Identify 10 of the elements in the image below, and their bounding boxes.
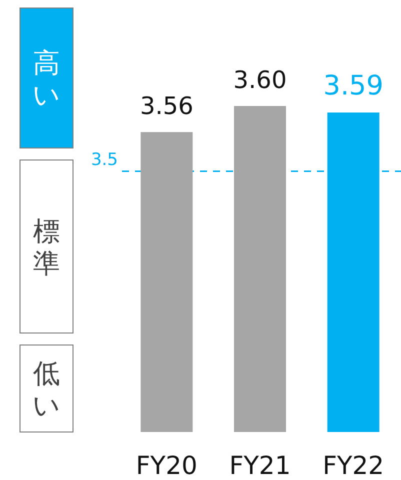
data-label: 3.56	[140, 92, 194, 120]
text: 低い	[32, 358, 60, 422]
text: 高い	[32, 48, 60, 111]
x-tick-label: FY21	[229, 451, 291, 480]
ref-line-label: 3.5	[90, 150, 118, 170]
data-label: 3.60	[233, 66, 287, 94]
x-tick-label: FY20	[136, 451, 198, 480]
data-label: 3.59	[323, 70, 384, 102]
text: 標準	[33, 216, 60, 280]
x-tick-label: FY22	[322, 451, 384, 480]
